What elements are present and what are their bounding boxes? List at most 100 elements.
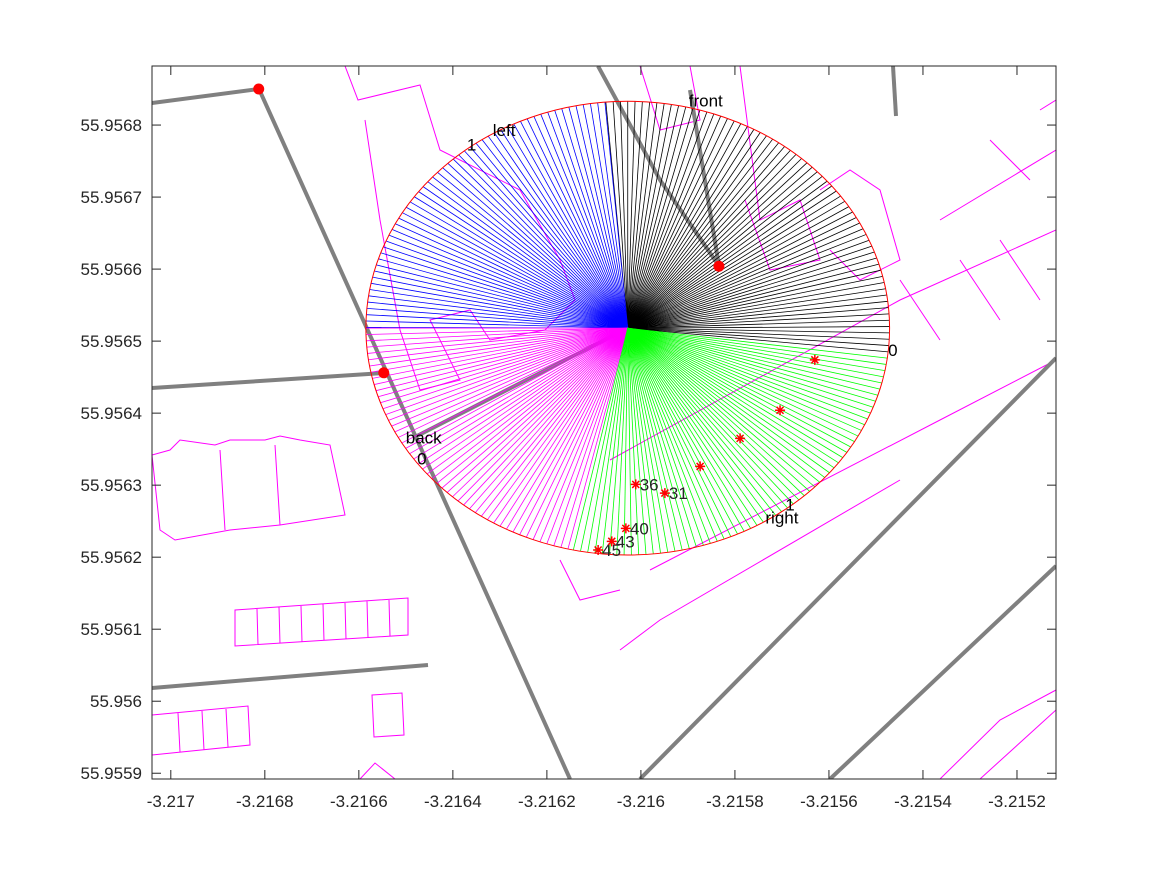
point [735, 433, 746, 444]
ray [374, 270, 628, 329]
ray [627, 327, 868, 420]
ray [627, 328, 647, 555]
ray [627, 328, 676, 552]
ray [368, 295, 628, 329]
ray [568, 107, 629, 329]
x-tick-label: -3.2166 [330, 792, 388, 811]
ray [627, 328, 669, 553]
x-tick-label: -3.216 [617, 792, 665, 811]
x-tick-label: -3.2156 [800, 792, 858, 811]
ray [627, 327, 776, 516]
annotation: 0 [888, 341, 897, 360]
x-tick-label: -3.2164 [424, 792, 482, 811]
ray [627, 327, 745, 532]
ray [627, 327, 889, 353]
ray [627, 327, 886, 372]
ray [627, 288, 886, 329]
ray [627, 327, 839, 464]
ray [627, 103, 665, 329]
x-tick-label: -3.2152 [988, 792, 1046, 811]
y-tick-label: 55.956 [90, 692, 142, 711]
ray [475, 327, 629, 513]
ray [368, 327, 628, 361]
ray [627, 328, 640, 555]
y-tick-label: 55.9567 [81, 188, 142, 207]
ray [369, 289, 628, 329]
ray [432, 176, 628, 329]
ray [627, 327, 782, 512]
ray [367, 327, 628, 354]
building [359, 692, 405, 779]
ray [378, 327, 628, 398]
ray [520, 121, 629, 329]
ray [366, 320, 628, 329]
y-tick-label: 55.9563 [81, 476, 142, 495]
ray [627, 180, 828, 329]
ray [487, 135, 629, 329]
sector [572, 327, 888, 556]
y-tick-label: 55.9568 [81, 116, 142, 135]
ray [554, 110, 629, 329]
ray [627, 111, 708, 329]
ray [369, 327, 628, 367]
ray [627, 327, 843, 458]
sector [365, 102, 629, 329]
ray [627, 307, 889, 329]
ray [422, 327, 628, 470]
sector [365, 327, 629, 550]
ray [382, 327, 628, 410]
ray [405, 327, 628, 449]
ray [587, 328, 629, 553]
ray [627, 120, 735, 329]
ray [506, 327, 629, 530]
ray [627, 327, 835, 469]
ray [627, 294, 887, 329]
ray [627, 162, 808, 329]
y-tick-label: 55.9566 [81, 260, 142, 279]
ray [627, 327, 788, 509]
ray [394, 327, 628, 433]
ray [627, 327, 871, 414]
road [152, 663, 429, 690]
x-tick-label: -3.217 [147, 792, 195, 811]
annotation: 1 [467, 135, 476, 154]
ray [547, 112, 629, 329]
ray [627, 328, 711, 544]
ray [612, 101, 629, 329]
ray [627, 328, 632, 556]
ray [627, 150, 791, 329]
ray [494, 132, 629, 329]
point-label: 40 [630, 519, 649, 538]
ray [413, 327, 628, 460]
ray [627, 328, 704, 546]
ray [601, 328, 629, 554]
ray [594, 328, 629, 554]
ray [388, 234, 628, 329]
ray [513, 123, 629, 329]
ray [627, 154, 797, 329]
annotation: 0 [417, 449, 426, 468]
ray [512, 327, 629, 533]
ray [525, 327, 629, 538]
ray [627, 327, 855, 442]
ray [452, 327, 629, 498]
ray [627, 108, 694, 329]
road [596, 66, 721, 268]
ray [372, 276, 628, 329]
ray [519, 327, 629, 535]
sector [605, 101, 890, 353]
ray [627, 190, 837, 329]
ray [383, 246, 628, 329]
ray [418, 191, 628, 329]
ray [627, 328, 654, 554]
ray [627, 327, 889, 346]
ray [367, 301, 628, 329]
ray [532, 327, 629, 540]
annotation: left [493, 121, 516, 140]
ray [627, 245, 872, 329]
ray [627, 327, 830, 474]
ray [627, 327, 764, 523]
ray [481, 139, 629, 329]
